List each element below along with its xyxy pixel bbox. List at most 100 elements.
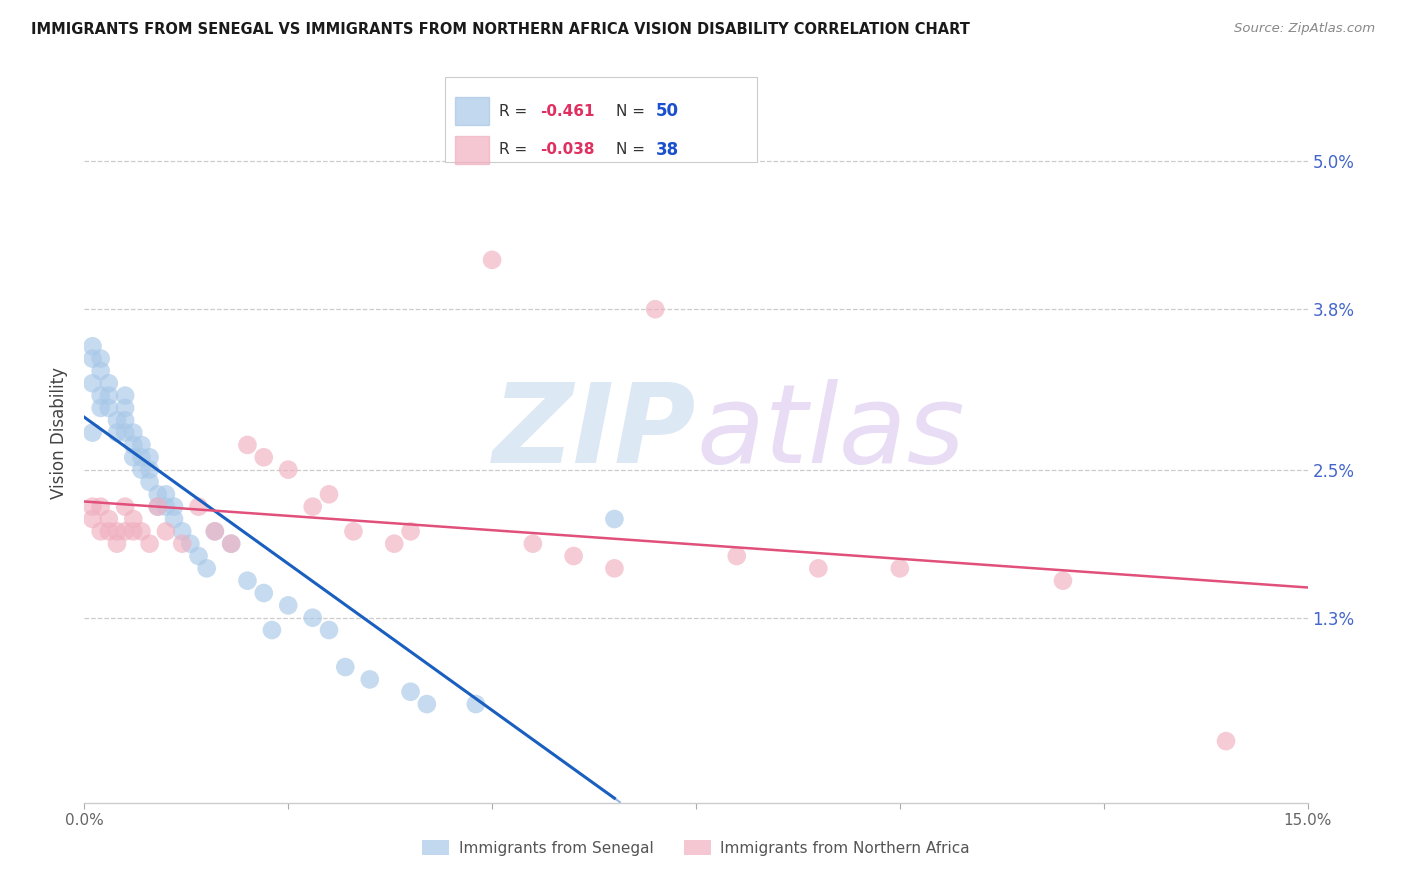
Point — [90, 389, 112, 403]
Point — [146, 500, 169, 514]
Point — [90, 500, 112, 514]
Point — [122, 512, 145, 526]
Point — [105, 425, 128, 440]
Point — [114, 425, 136, 440]
Point — [187, 500, 209, 514]
Point — [1215, 734, 1237, 748]
Point — [114, 413, 136, 427]
Text: R =: R = — [499, 103, 531, 119]
Text: N =: N = — [616, 103, 651, 119]
Point — [146, 500, 169, 514]
Point — [114, 500, 136, 514]
Text: 38: 38 — [655, 141, 679, 159]
Point — [97, 401, 120, 415]
Text: Source: ZipAtlas.com: Source: ZipAtlas.com — [1234, 22, 1375, 36]
Point — [172, 536, 194, 550]
Point — [399, 685, 422, 699]
Point — [82, 351, 104, 366]
Point — [122, 450, 145, 465]
Point — [318, 487, 340, 501]
Point — [138, 462, 160, 476]
Point — [236, 574, 259, 588]
Point — [138, 536, 160, 550]
Point — [1052, 574, 1074, 588]
Point — [644, 302, 666, 317]
Point — [155, 524, 177, 539]
Point — [253, 450, 276, 465]
Y-axis label: Vision Disability: Vision Disability — [51, 367, 69, 499]
Point — [163, 500, 186, 514]
Point — [90, 401, 112, 415]
Point — [163, 512, 186, 526]
Text: R =: R = — [499, 142, 531, 157]
Text: atlas: atlas — [696, 379, 965, 486]
Point — [114, 524, 136, 539]
Point — [131, 462, 153, 476]
Point — [82, 500, 104, 514]
Point — [114, 401, 136, 415]
Point — [114, 389, 136, 403]
Point — [603, 561, 626, 575]
Point — [122, 438, 145, 452]
Point — [82, 339, 104, 353]
Point — [359, 673, 381, 687]
Point — [105, 524, 128, 539]
Point — [335, 660, 357, 674]
Point — [318, 623, 340, 637]
Point — [603, 512, 626, 526]
Point — [90, 364, 112, 378]
Point — [889, 561, 911, 575]
Point — [219, 536, 242, 550]
Point — [155, 487, 177, 501]
Point — [97, 376, 120, 391]
Point — [195, 561, 218, 575]
Point — [260, 623, 283, 637]
Bar — [456, 136, 489, 164]
Point — [97, 524, 120, 539]
Legend: Immigrants from Senegal, Immigrants from Northern Africa: Immigrants from Senegal, Immigrants from… — [416, 834, 976, 862]
Point — [464, 697, 486, 711]
Point — [416, 697, 439, 711]
Point — [725, 549, 748, 563]
Point — [204, 524, 226, 539]
Point — [301, 611, 323, 625]
Point — [97, 389, 120, 403]
Point — [204, 524, 226, 539]
Text: 50: 50 — [655, 103, 679, 120]
Point — [122, 524, 145, 539]
Point — [131, 438, 153, 452]
Point — [90, 351, 112, 366]
Point — [155, 500, 177, 514]
Point — [522, 536, 544, 550]
Point — [90, 524, 112, 539]
Text: IMMIGRANTS FROM SENEGAL VS IMMIGRANTS FROM NORTHERN AFRICA VISION DISABILITY COR: IMMIGRANTS FROM SENEGAL VS IMMIGRANTS FR… — [31, 22, 970, 37]
Point — [97, 512, 120, 526]
Point — [146, 487, 169, 501]
Point — [172, 524, 194, 539]
Point — [219, 536, 242, 550]
Point — [481, 252, 503, 267]
FancyBboxPatch shape — [446, 78, 758, 162]
Text: ZIP: ZIP — [492, 379, 696, 486]
Point — [382, 536, 405, 550]
Point — [277, 599, 299, 613]
Point — [277, 462, 299, 476]
Point — [105, 536, 128, 550]
Point — [236, 438, 259, 452]
Point — [138, 475, 160, 489]
Point — [131, 524, 153, 539]
Point — [301, 500, 323, 514]
Point — [105, 413, 128, 427]
Point — [253, 586, 276, 600]
Point — [82, 512, 104, 526]
Point — [122, 425, 145, 440]
Text: -0.038: -0.038 — [541, 142, 595, 157]
Point — [807, 561, 830, 575]
Text: -0.461: -0.461 — [541, 103, 595, 119]
Point — [562, 549, 585, 563]
Point — [82, 376, 104, 391]
Bar — [456, 97, 489, 126]
Point — [131, 450, 153, 465]
Point — [187, 549, 209, 563]
Point — [342, 524, 364, 539]
